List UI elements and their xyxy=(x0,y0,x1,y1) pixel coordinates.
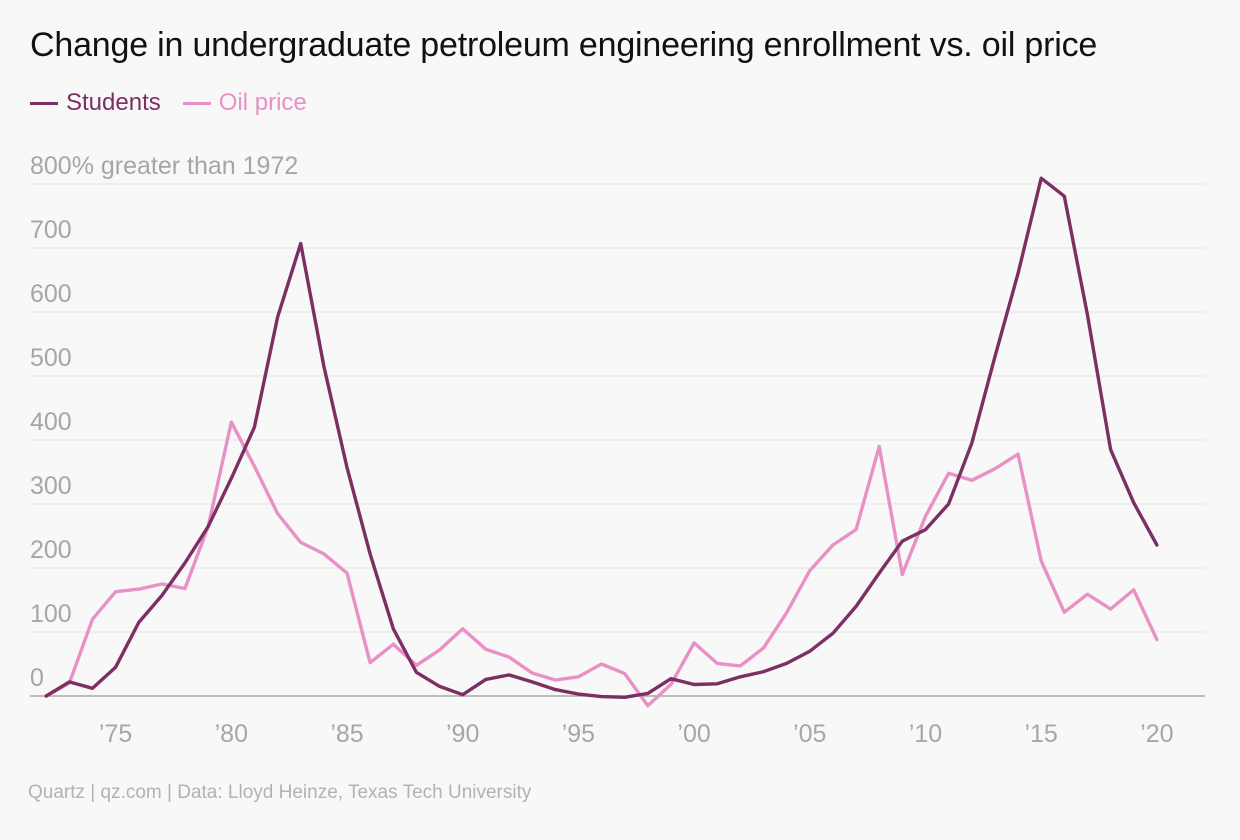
series-line-oil-price xyxy=(44,420,1159,708)
x-tick-label: ’20 xyxy=(1140,720,1173,748)
y-tick-label: 0 xyxy=(30,664,44,692)
x-tick-label: ’15 xyxy=(1024,720,1057,748)
y-tick-label: 700 xyxy=(30,216,72,244)
legend-item-students: Students xyxy=(30,89,161,117)
x-tick-label: ’95 xyxy=(562,720,595,748)
y-tick-label: 500 xyxy=(30,344,72,372)
legend-label-oil-price: Oil price xyxy=(218,89,307,116)
y-tick-label: 300 xyxy=(30,472,72,500)
x-tick-label: ’75 xyxy=(99,720,132,748)
x-tick-label: ’10 xyxy=(909,720,942,748)
legend-item-oil-price: Oil price xyxy=(182,89,307,117)
x-tick-label: ’85 xyxy=(330,720,363,748)
x-tick-label: ’05 xyxy=(793,720,826,748)
legend-swatch-students xyxy=(30,101,58,105)
x-tick-label: ’80 xyxy=(215,720,248,748)
y-tick-label: 200 xyxy=(30,536,72,564)
y-tick-label: 400 xyxy=(30,408,72,436)
y-tick-label: 100 xyxy=(30,600,72,628)
legend-swatch-oil-price xyxy=(182,101,211,105)
legend-label-students: Students xyxy=(66,89,161,116)
y-tick-label: 600 xyxy=(30,280,72,308)
x-tick-label: ’90 xyxy=(446,720,479,748)
series-line-students xyxy=(44,176,1159,699)
y-tick-label: 800% greater than 1972 xyxy=(30,152,298,180)
source-note: Quartz | qz.com | Data: Lloyd Heinze, Te… xyxy=(28,782,532,803)
chart-title: Change in undergraduate petroleum engine… xyxy=(30,26,1098,64)
legend: Students Oil price xyxy=(30,89,307,117)
x-tick-label: ’00 xyxy=(677,720,710,748)
